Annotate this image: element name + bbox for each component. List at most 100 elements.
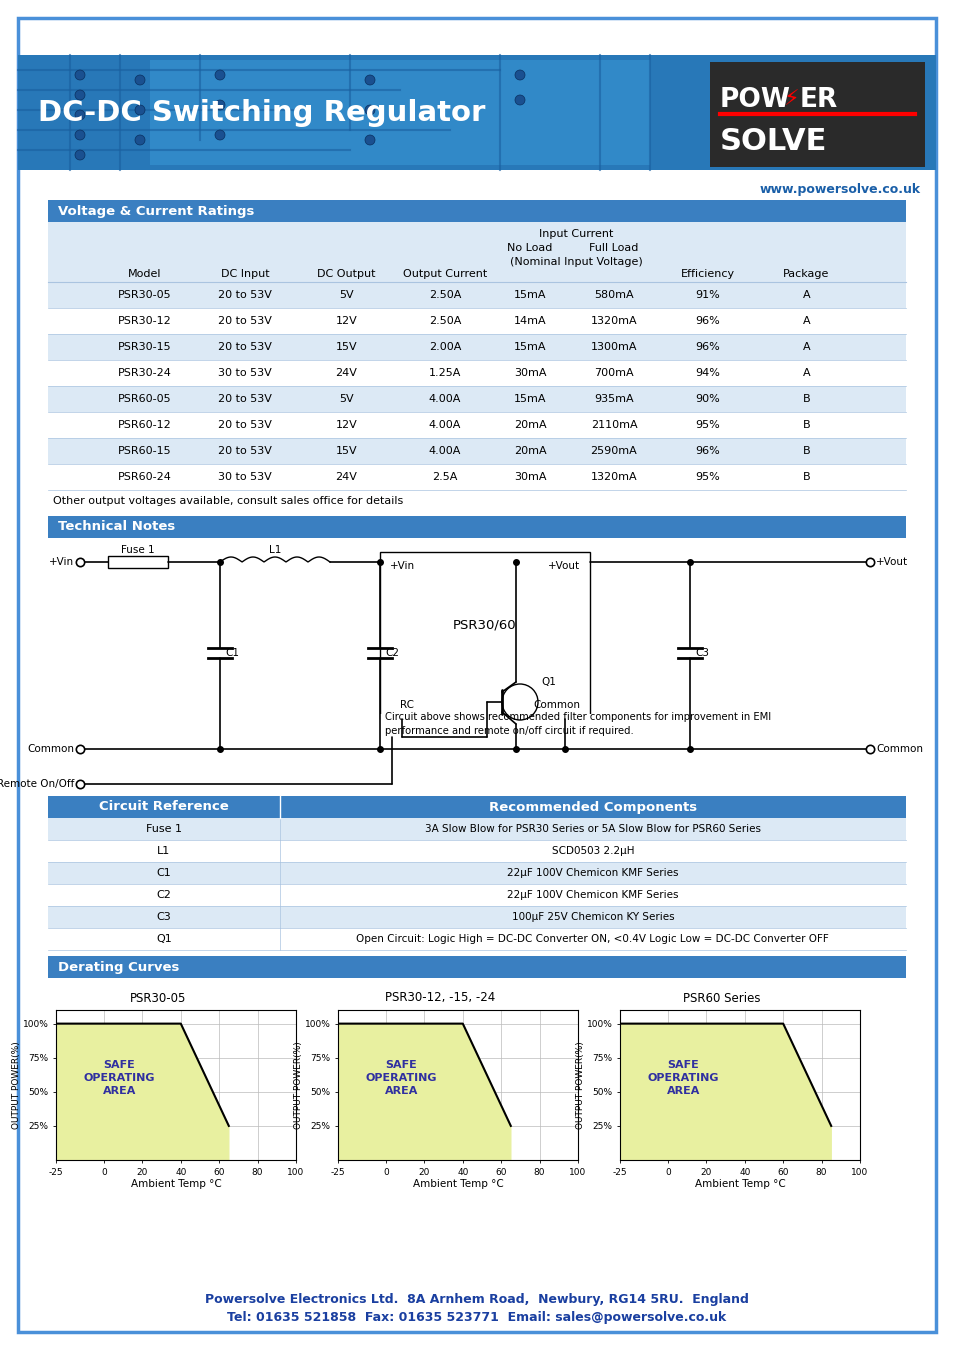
Bar (379, 714, 669, 756)
Text: Other output voltages available, consult sales office for details: Other output voltages available, consult… (53, 495, 403, 506)
Text: Remote On/Off: Remote On/Off (0, 779, 74, 788)
Text: +Vout: +Vout (875, 558, 907, 567)
Bar (48, 221, 905, 282)
Text: Common: Common (533, 701, 579, 710)
Text: 30mA: 30mA (514, 472, 546, 482)
Text: Fuse 1: Fuse 1 (121, 545, 154, 555)
Text: 580mA: 580mA (594, 290, 633, 300)
Text: B: B (801, 420, 809, 431)
Text: PSR60 Series: PSR60 Series (682, 991, 760, 1004)
Circle shape (365, 105, 375, 115)
Text: PSR30/60: PSR30/60 (453, 620, 517, 632)
Text: Package: Package (782, 269, 829, 279)
Text: Fuse 1: Fuse 1 (146, 824, 182, 834)
Circle shape (515, 70, 524, 80)
Text: DC Input: DC Input (220, 269, 269, 279)
Bar (379, 552, 589, 720)
Text: B: B (801, 394, 809, 404)
Bar (48, 884, 905, 906)
Text: PSR60-24: PSR60-24 (118, 472, 172, 482)
Circle shape (75, 70, 85, 80)
Text: Powersolve Electronics Ltd.  8A Arnhem Road,  Newbury, RG14 5RU.  England: Powersolve Electronics Ltd. 8A Arnhem Ro… (205, 1293, 748, 1307)
Text: 700mA: 700mA (594, 369, 633, 378)
Text: C2: C2 (385, 648, 398, 657)
Text: 15mA: 15mA (514, 394, 546, 404)
Bar (150, 59, 649, 165)
Circle shape (214, 130, 225, 140)
Text: 2.5A: 2.5A (432, 472, 457, 482)
Bar (18, 55, 935, 170)
Text: 96%: 96% (695, 316, 720, 325)
Circle shape (135, 105, 145, 115)
Bar (48, 956, 905, 977)
Text: (Nominal Input Voltage): (Nominal Input Voltage) (509, 256, 641, 267)
Text: Common: Common (27, 744, 74, 755)
Text: Full Load: Full Load (589, 243, 638, 252)
Text: 3A Slow Blow for PSR30 Series or 5A Slow Blow for PSR60 Series: 3A Slow Blow for PSR30 Series or 5A Slow… (424, 824, 760, 834)
Polygon shape (56, 1023, 229, 1160)
Bar (48, 200, 905, 221)
Text: 22μF 100V Chemicon KMF Series: 22μF 100V Chemicon KMF Series (507, 868, 678, 878)
Text: PSR60-12: PSR60-12 (118, 420, 172, 431)
Circle shape (75, 150, 85, 161)
Text: SOLVE: SOLVE (720, 127, 826, 157)
Text: 30 to 53V: 30 to 53V (218, 472, 272, 482)
Text: Tel: 01635 521858  Fax: 01635 523771  Email: sales@powersolve.co.uk: Tel: 01635 521858 Fax: 01635 523771 Emai… (227, 1311, 726, 1324)
Text: 15V: 15V (335, 342, 357, 352)
Text: SAFE
OPERATING
AREA: SAFE OPERATING AREA (365, 1060, 436, 1096)
Text: 94%: 94% (695, 369, 720, 378)
Text: 20 to 53V: 20 to 53V (218, 290, 272, 300)
Text: 2.00A: 2.00A (428, 342, 460, 352)
Text: Circuit Reference: Circuit Reference (99, 801, 229, 814)
Circle shape (365, 76, 375, 85)
Text: 2590mA: 2590mA (590, 446, 637, 456)
X-axis label: Ambient Temp °C: Ambient Temp °C (131, 1180, 221, 1189)
Bar (709, 62, 924, 167)
Text: PSR60-15: PSR60-15 (118, 446, 172, 456)
Text: 20mA: 20mA (513, 420, 546, 431)
Text: 12V: 12V (335, 316, 357, 325)
Y-axis label: OUTPUT POWER(%): OUTPUT POWER(%) (12, 1041, 21, 1129)
Text: 2110mA: 2110mA (590, 420, 637, 431)
Text: PSR30-05: PSR30-05 (130, 991, 186, 1004)
Text: ⚡: ⚡ (782, 90, 798, 109)
Text: 20 to 53V: 20 to 53V (218, 394, 272, 404)
Circle shape (214, 70, 225, 80)
Text: Open Circuit: Logic High = DC-DC Converter ON, <0.4V Logic Low = DC-DC Converter: Open Circuit: Logic High = DC-DC Convert… (356, 934, 828, 944)
Text: A: A (801, 316, 809, 325)
Circle shape (135, 135, 145, 144)
Polygon shape (337, 1023, 510, 1160)
Circle shape (214, 100, 225, 109)
Text: 4.00A: 4.00A (428, 446, 460, 456)
Text: 4.00A: 4.00A (428, 394, 460, 404)
Text: 95%: 95% (695, 472, 720, 482)
Text: A: A (801, 342, 809, 352)
Text: PSR30-15: PSR30-15 (118, 342, 172, 352)
Text: C1: C1 (156, 868, 171, 878)
Text: POW: POW (720, 86, 790, 113)
Text: PSR30-05: PSR30-05 (118, 290, 172, 300)
Text: C1: C1 (225, 648, 239, 657)
Text: 20 to 53V: 20 to 53V (218, 342, 272, 352)
Text: 96%: 96% (695, 446, 720, 456)
Text: 24V: 24V (335, 472, 357, 482)
Y-axis label: OUTPUT POWER(%): OUTPUT POWER(%) (576, 1041, 584, 1129)
Text: 5V: 5V (339, 394, 354, 404)
Circle shape (365, 135, 375, 144)
Text: ER: ER (800, 86, 838, 113)
Text: Output Current: Output Current (402, 269, 487, 279)
Text: 1.25A: 1.25A (428, 369, 460, 378)
Text: C3: C3 (695, 648, 708, 657)
Text: PSR30-12, -15, -24: PSR30-12, -15, -24 (384, 991, 495, 1004)
Text: 91%: 91% (695, 290, 720, 300)
Text: Q1: Q1 (540, 676, 556, 687)
Bar (48, 818, 905, 840)
Text: 2.50A: 2.50A (428, 316, 460, 325)
Text: Model: Model (128, 269, 162, 279)
Bar (48, 516, 905, 539)
Text: PSR60-05: PSR60-05 (118, 394, 172, 404)
Text: B: B (801, 472, 809, 482)
Bar (48, 386, 905, 412)
Text: Voltage & Current Ratings: Voltage & Current Ratings (58, 204, 254, 217)
Text: 24V: 24V (335, 369, 357, 378)
